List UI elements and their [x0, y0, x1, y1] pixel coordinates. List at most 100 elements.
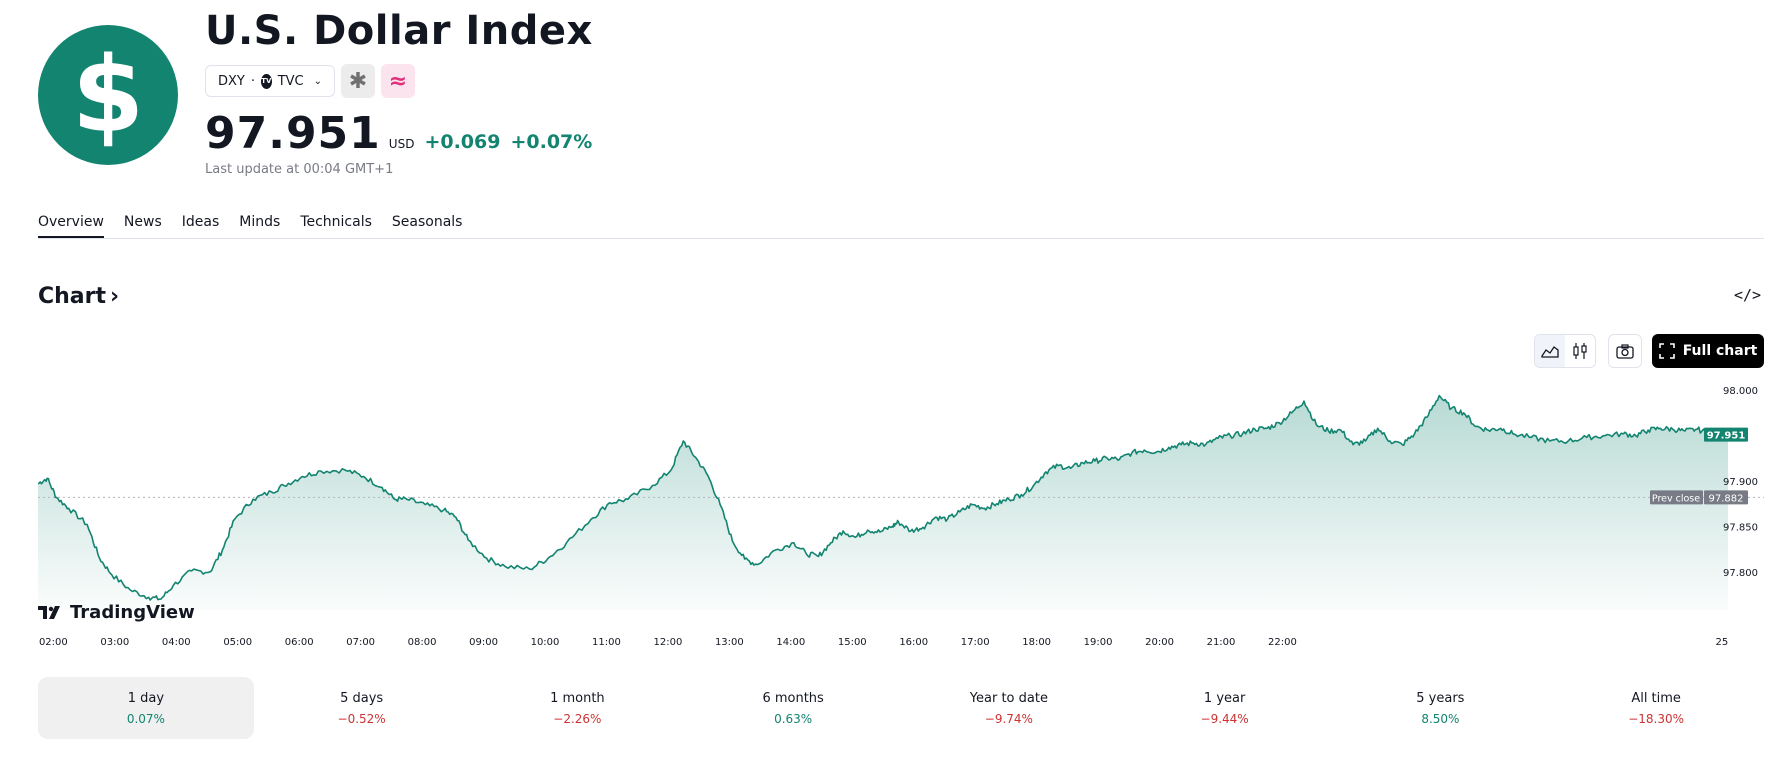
period-label: 1 day: [127, 690, 165, 706]
period-label: 1 year: [1203, 690, 1246, 706]
x-tick-label: 25: [1715, 637, 1728, 648]
asterisk-icon: ✱: [348, 68, 368, 94]
fullscreen-icon: [1658, 343, 1675, 359]
tab-news[interactable]: News: [123, 214, 162, 230]
snapshot-button[interactable]: [1608, 334, 1642, 368]
x-tick-label: 08:00: [408, 637, 437, 648]
period-year-to-date[interactable]: Year to date −9.74%: [901, 677, 1117, 739]
y-tick-label: 97.900: [1723, 477, 1758, 488]
tradingview-logo-icon: [38, 605, 60, 619]
x-tick-label: 15:00: [838, 637, 867, 648]
y-tick-label: 98.000: [1723, 386, 1758, 397]
chart-heading-link[interactable]: Chart ›: [38, 284, 119, 309]
price-change-percent: +0.07%: [510, 131, 593, 153]
period-change: −9.74%: [984, 711, 1033, 726]
last-update: Last update at 00:04 GMT+1: [205, 162, 394, 177]
chart-style-toggle: [1534, 334, 1596, 368]
x-tick-label: 10:00: [531, 637, 560, 648]
candles-button[interactable]: [1565, 335, 1595, 367]
page-title: U.S. Dollar Index: [205, 8, 593, 54]
price-value: 97.951: [205, 108, 381, 159]
period-5-days[interactable]: 5 days −0.52%: [254, 677, 470, 739]
period-label: 1 month: [550, 690, 605, 706]
tradingview-watermark: TradingView: [38, 602, 195, 623]
approx-icon: ≈: [388, 68, 408, 94]
asterisk-button[interactable]: ✱: [341, 64, 375, 98]
last-price-label: 97.951: [1707, 431, 1746, 442]
x-tick-label: 19:00: [1084, 637, 1113, 648]
logo-glyph: $: [71, 34, 145, 156]
x-tick-label: 04:00: [162, 637, 191, 648]
separator-dot: ·: [250, 73, 255, 89]
x-tick-label: 13:00: [715, 637, 744, 648]
y-tick-label: 97.800: [1723, 568, 1758, 579]
period-1-month[interactable]: 1 month −2.26%: [470, 677, 686, 739]
tabs-divider: [38, 238, 1764, 239]
period-label: All time: [1631, 690, 1681, 706]
period-label: 5 days: [340, 690, 384, 706]
period-change: −18.30%: [1628, 711, 1685, 726]
period-5-years[interactable]: 5 years 8.50%: [1333, 677, 1549, 739]
price-line: [38, 394, 1729, 601]
period-1-day[interactable]: 1 day 0.07%: [38, 677, 254, 739]
period-change: −9.44%: [1200, 711, 1249, 726]
approx-button[interactable]: ≈: [381, 64, 415, 98]
x-tick-label: 06:00: [285, 637, 314, 648]
x-tick-label: 11:00: [592, 637, 621, 648]
tab-overview[interactable]: Overview: [38, 214, 104, 238]
tab-seasonals[interactable]: Seasonals: [391, 214, 463, 230]
price-change: +0.069: [424, 131, 501, 153]
tab-minds[interactable]: Minds: [239, 214, 281, 230]
x-tick-label: 12:00: [653, 637, 682, 648]
prev-close-value: 97.882: [1709, 493, 1744, 504]
period-label: Year to date: [969, 690, 1048, 706]
last-price-badge: [1704, 427, 1748, 442]
price-area-fill: [38, 395, 1728, 610]
x-tick-label: 18:00: [1022, 637, 1051, 648]
x-tick-label: 14:00: [776, 637, 805, 648]
tab-ideas[interactable]: Ideas: [181, 214, 220, 230]
embed-code-icon[interactable]: </>: [1734, 286, 1762, 304]
tab-technicals[interactable]: Technicals: [300, 214, 372, 230]
period-label: 5 years: [1416, 690, 1465, 706]
price-currency: USD: [388, 137, 415, 151]
period-change: −0.52%: [337, 711, 386, 726]
camera-icon: [1616, 343, 1634, 359]
period-6-months[interactable]: 6 months 0.63%: [685, 677, 901, 739]
prev-close-badge: [1650, 490, 1703, 505]
period-all-time[interactable]: All time −18.30%: [1548, 677, 1764, 739]
period-change: 0.63%: [774, 711, 813, 726]
area-chart-button[interactable]: [1535, 335, 1565, 367]
period-1-year[interactable]: 1 year −9.44%: [1117, 677, 1333, 739]
period-label: 6 months: [762, 690, 824, 706]
x-tick-label: 20:00: [1145, 637, 1174, 648]
period-change: 0.07%: [126, 711, 165, 726]
tab-bar: Overview News Ideas Minds Technicals Sea…: [38, 214, 462, 238]
period-change: 8.50%: [1421, 711, 1460, 726]
full-chart-button[interactable]: Full chart: [1652, 334, 1764, 368]
x-tick-label: 17:00: [961, 637, 990, 648]
x-tick-label: 05:00: [223, 637, 252, 648]
x-tick-label: 02:00: [39, 637, 68, 648]
price-chart[interactable]: 98.000 97.900 97.850 97.800 97.951 Prev close…: [38, 372, 1764, 650]
dollar-logo-icon: $: [38, 25, 178, 165]
chevron-right-icon: ›: [110, 284, 120, 309]
chevron-down-icon: ⌄: [313, 75, 322, 87]
symbol-selector[interactable]: DXY · TV TVC ⌄: [205, 65, 335, 97]
symbol-ticker: DXY: [218, 73, 245, 89]
price-row: 97.951 USD +0.069 +0.07%: [205, 108, 602, 159]
prev-close-value-badge: [1704, 490, 1748, 505]
chart-heading-label: Chart: [38, 284, 107, 309]
x-tick-label: 21:00: [1207, 637, 1236, 648]
y-tick-label: 97.850: [1723, 522, 1758, 533]
x-tick-label: 09:00: [469, 637, 498, 648]
watermark-text: TradingView: [70, 602, 195, 623]
prev-close-label: Prev close: [1652, 493, 1700, 504]
candlestick-icon: [1573, 343, 1587, 359]
x-tick-label: 22:00: [1268, 637, 1297, 648]
x-tick-label: 03:00: [100, 637, 129, 648]
x-tick-label: 07:00: [346, 637, 375, 648]
period-performance-row: 1 day 0.07% 5 days −0.52% 1 month −2.26%…: [38, 677, 1764, 739]
full-chart-label: Full chart: [1682, 343, 1758, 359]
tradingview-badge-icon: TV: [261, 73, 272, 89]
